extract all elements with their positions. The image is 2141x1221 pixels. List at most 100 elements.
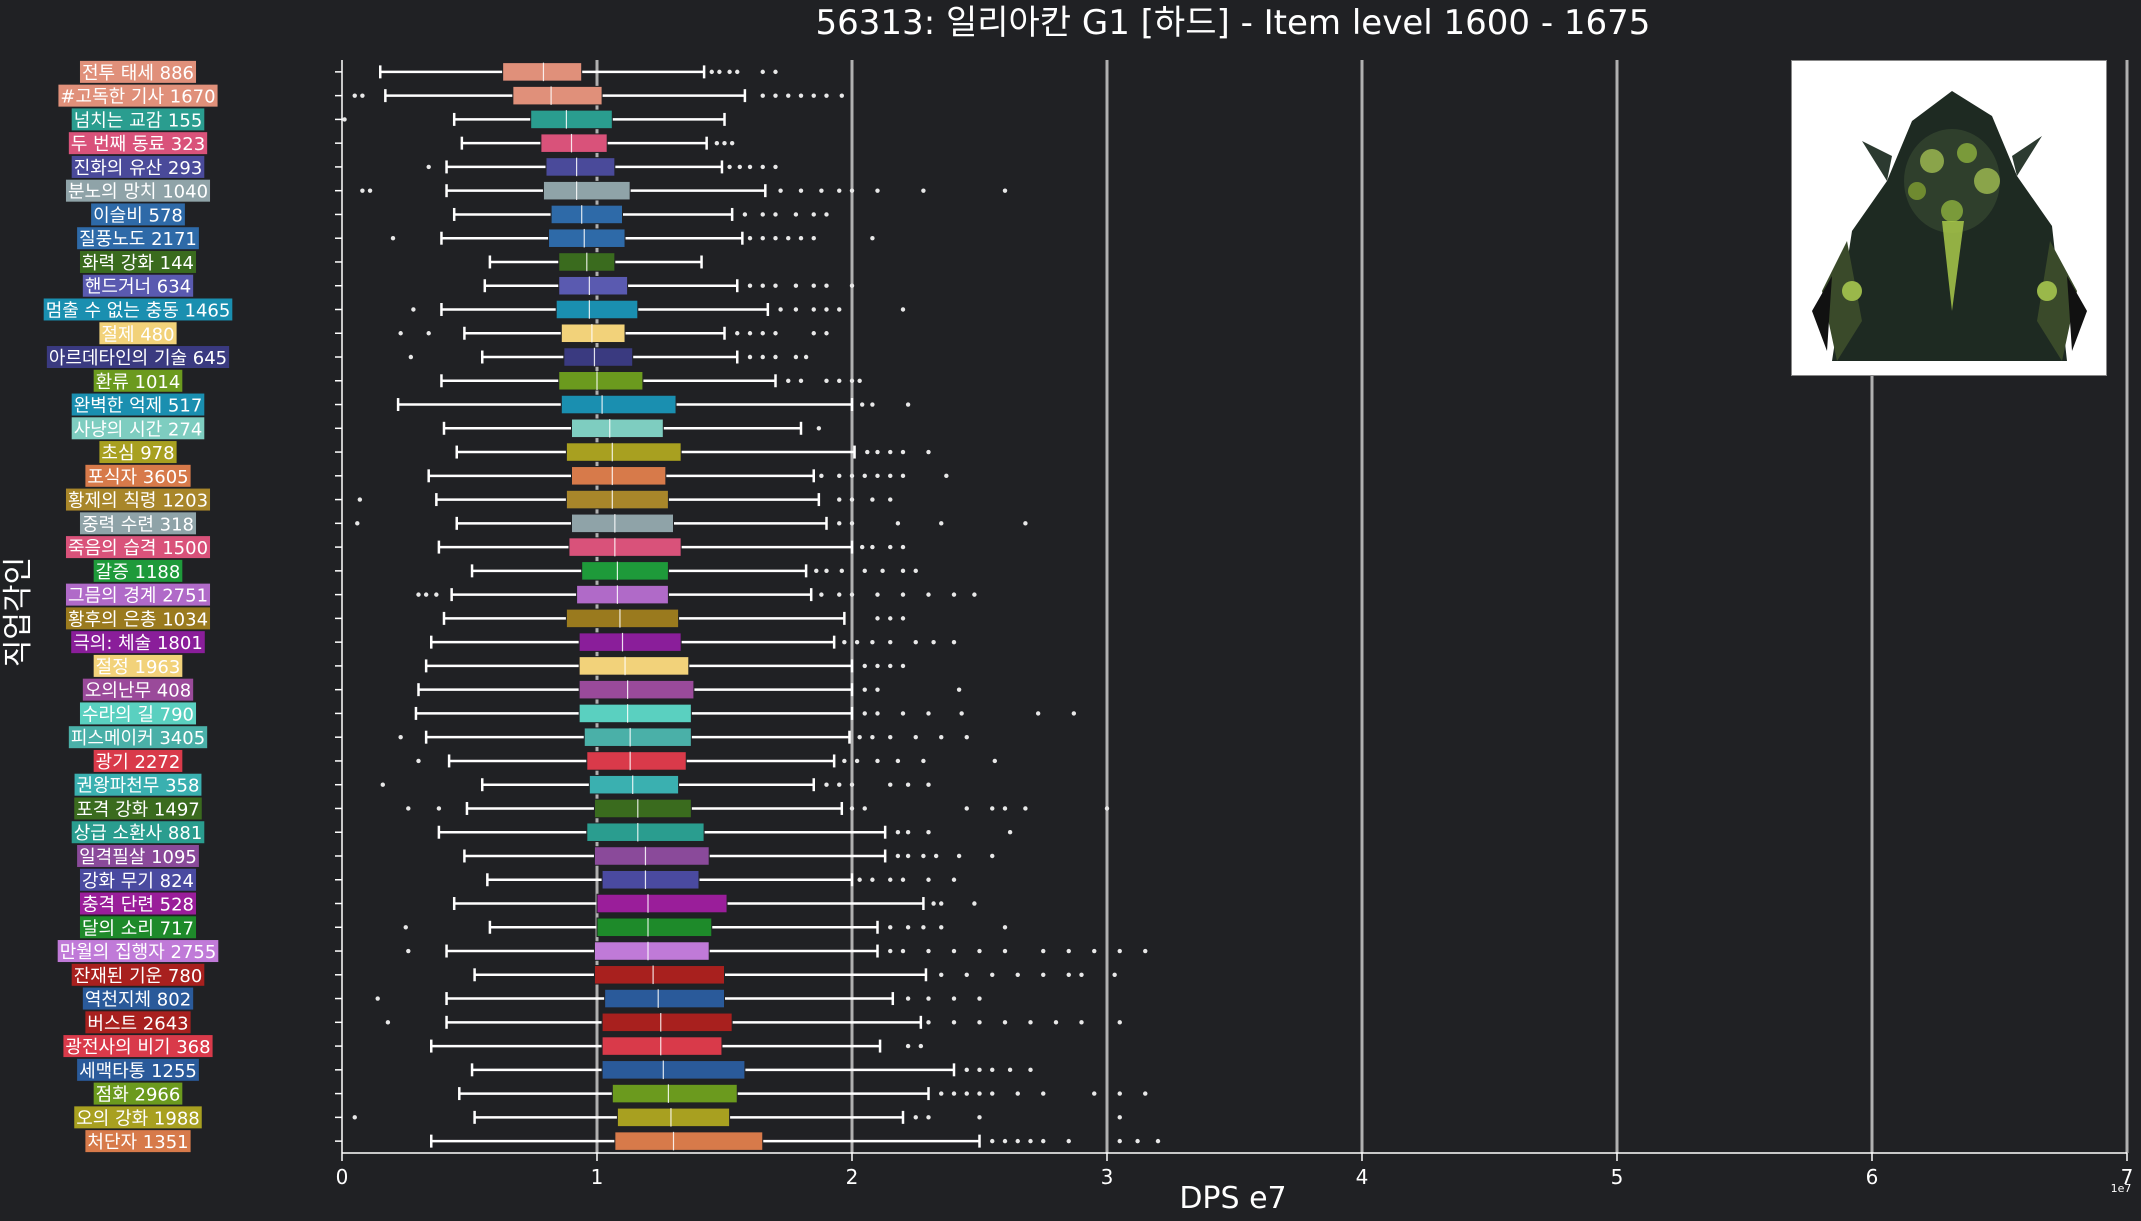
category-label: 달의 소리 717 [82,918,194,939]
outlier-point [1002,1020,1008,1025]
outlier-point [875,473,880,479]
category-label-30: 광기 2272 [93,749,183,773]
outlier-point [367,188,373,193]
outlier-point [793,354,799,360]
outlier-point [862,473,867,479]
category-label-36: 충격 단련 528 [79,892,197,916]
box-31 [335,774,931,795]
outlier-point [798,93,804,98]
outlier-point [816,426,822,431]
outlier-point [900,568,906,574]
box-14 [335,371,862,391]
outlier-point [434,592,439,597]
box-29 [335,727,969,747]
outlier-point [870,497,875,502]
outlier-point [837,592,842,597]
category-label-bg [79,512,197,535]
outlier-point [1028,1020,1033,1025]
outlier-point [406,806,411,811]
outlier-point [951,1091,957,1096]
box-5 [335,157,778,177]
outlier-point [862,806,867,811]
outlier-point [406,948,411,954]
outlier-point [972,901,977,906]
iqr-box [560,323,626,344]
outlier-point [857,877,862,882]
outlier-point [360,93,365,98]
category-label: 갈증 1188 [96,562,181,583]
chart-title: 56313: 일리아칸 G1 [하드] - Item level 1600 - … [816,3,1651,43]
outlier-point [1023,806,1028,811]
category-label-32: 포격 강화 1497 [74,797,202,820]
outlier-point [939,901,944,906]
outlier-point [355,521,360,526]
x-axis-offset-label: 1e7 [2111,1182,2132,1195]
outlier-point [1002,1138,1008,1144]
outlier-point [956,687,962,692]
box-23 [335,584,977,605]
outlier-point [742,212,748,217]
outlier-point [880,568,885,574]
outlier-point [854,639,860,645]
outlier-point [926,996,931,1001]
outlier-point [990,1091,995,1096]
x-tick-label: 7 [2121,1165,2134,1189]
iqr-box [593,798,692,819]
outlier-point [714,140,720,146]
outlier-point [426,331,431,336]
outlier-point [1002,948,1008,954]
box-36 [335,893,977,914]
category-label-bg [85,1011,191,1034]
category-label-bg [79,60,197,83]
outlier-point [1104,806,1110,811]
iqr-box [571,466,667,486]
outlier-point [837,497,842,502]
category-label-bg [46,346,230,369]
outlier-point [842,639,847,645]
outlier-point [811,283,816,288]
category-label: 핸드거너 634 [85,277,191,298]
category-label-bg [77,844,199,867]
category-label-bg [93,1082,183,1105]
category-label-23: 그믐의 경계 2751 [65,583,211,607]
outlier-point [870,236,875,241]
outlier-point [854,758,860,764]
category-label: 버스트 2643 [87,1013,188,1034]
outlier-point [1002,806,1008,811]
outlier-point [1079,1020,1084,1025]
category-label: 화력 강화 144 [82,253,194,274]
armored-boss-icon [1792,61,2106,375]
box-32 [335,798,1110,819]
category-label-bg [79,250,197,273]
iqr-box [583,727,692,747]
outlier-point [900,616,906,621]
outlier-point [939,734,944,740]
outlier-point [905,853,911,859]
category-label-bg [65,536,211,559]
outlier-point [849,497,855,502]
outlier-point [1015,972,1020,977]
box-2 [335,85,844,106]
outlier-point [921,188,926,193]
category-label-44: 점화 2966 [93,1082,183,1106]
outlier-point [1002,925,1008,930]
category-label: 분노의 망치 1040 [68,182,208,203]
iqr-box [571,513,674,534]
iqr-box [530,109,613,130]
outlier-point [875,758,880,764]
outlier-point [760,354,765,360]
outlier-point [992,758,997,764]
iqr-box [502,62,583,82]
outlier-point [849,188,855,193]
category-label: 완벽한 억제 517 [74,396,203,417]
outlier-point [352,1115,357,1120]
category-label: 역천지체 802 [85,990,191,1011]
outlier-point [824,331,829,336]
outlier-point [921,758,926,764]
category-label-12: 절제 480 [99,322,177,345]
category-label-29: 피스메이커 3405 [68,726,208,749]
outlier-point [793,212,799,217]
outlier-point [977,996,982,1001]
outlier-point [390,236,396,241]
outlier-point [849,378,855,383]
